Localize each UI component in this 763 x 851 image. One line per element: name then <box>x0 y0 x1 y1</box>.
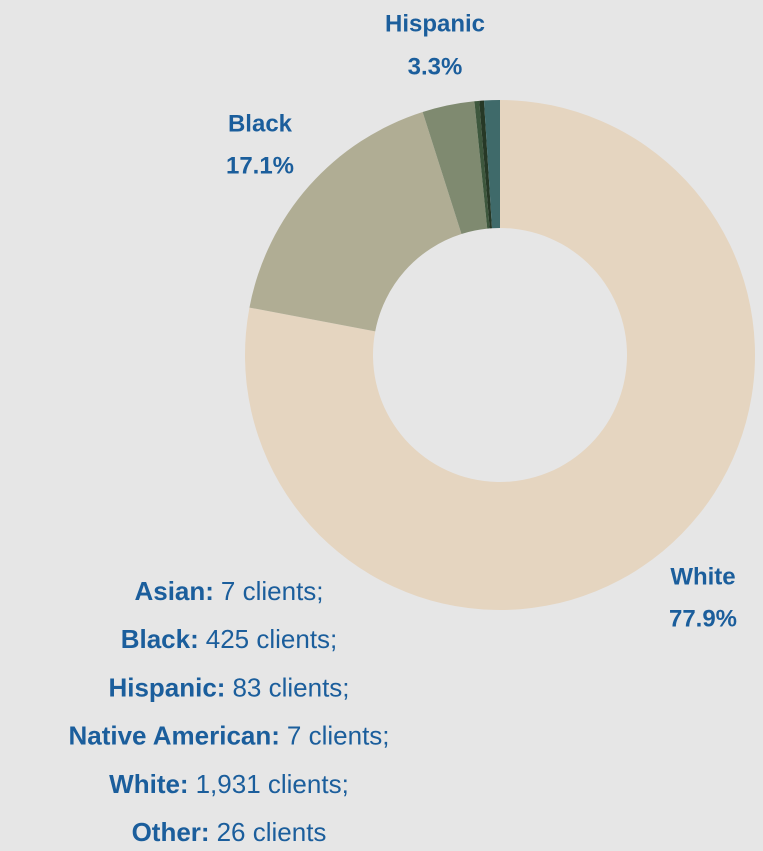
legend-detail: 425 clients; <box>206 624 338 654</box>
legend-detail: 7 clients; <box>287 720 390 750</box>
slice-label: Hispanic <box>385 10 485 37</box>
legend-line: Native American: 7 clients; <box>68 720 389 750</box>
donut-slice <box>249 112 462 332</box>
donut-slice <box>245 100 755 610</box>
legend-detail: 7 clients; <box>221 576 324 606</box>
legend-detail: 26 clients <box>217 817 327 847</box>
legend-name: Other: <box>132 817 210 847</box>
legend-line: Other: 26 clients <box>132 817 327 847</box>
slice-label: Black <box>228 110 293 137</box>
legend-name: Native American: <box>68 720 279 750</box>
donut-slice <box>422 101 488 234</box>
donut-slice <box>479 100 493 229</box>
legend-detail: 1,931 clients; <box>196 769 349 799</box>
legend-line: Hispanic: 83 clients; <box>108 672 349 702</box>
legend-line: Asian: 7 clients; <box>134 576 323 606</box>
slice-value-label: 17.1% <box>226 152 294 179</box>
legend-name: Hispanic: <box>108 672 225 702</box>
slice-value-label: 3.3% <box>408 53 463 80</box>
legend-name: Asian: <box>134 576 213 606</box>
slice-label: White <box>670 563 735 590</box>
legend-detail: 83 clients; <box>232 672 349 702</box>
legend-line: White: 1,931 clients; <box>109 769 349 799</box>
donut-slice <box>474 100 490 229</box>
legend-line: Black: 425 clients; <box>121 624 338 654</box>
legend-name: White: <box>109 769 188 799</box>
slice-value-label: 77.9% <box>669 605 737 632</box>
legend-name: Black: <box>121 624 199 654</box>
donut-slice <box>483 100 500 229</box>
